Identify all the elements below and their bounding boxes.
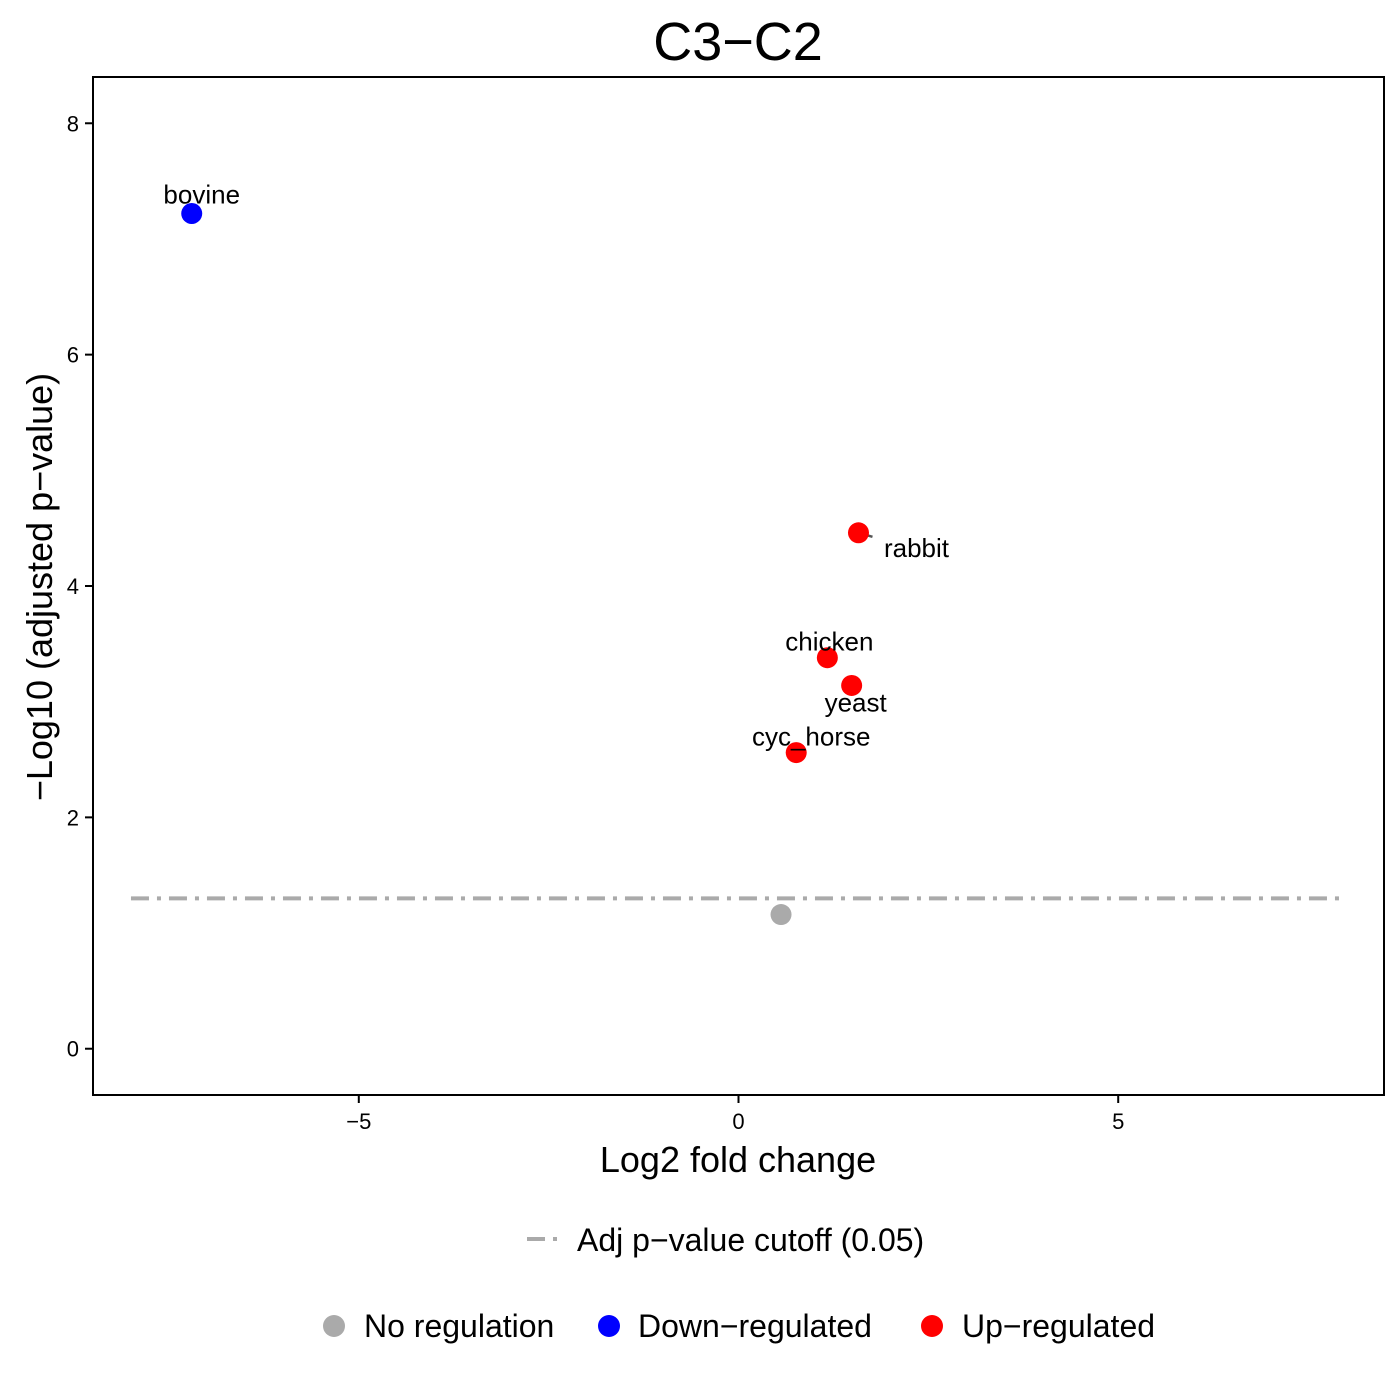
legend-dot-up-regulated [921, 1315, 943, 1337]
point-label-chicken: chicken [785, 627, 873, 657]
cutoff-legend: Adj p−value cutoff (0.05) [527, 1222, 924, 1258]
legend-dot-down-regulated [598, 1315, 620, 1337]
y-axis-title: −Log10 (adjusted p−value) [19, 373, 60, 801]
x-tick-label-0: −5 [346, 1109, 371, 1134]
legend-label-down-regulated: Down−regulated [638, 1308, 872, 1344]
point-yeast [841, 674, 863, 696]
legend-label-no-regulation: No regulation [364, 1308, 554, 1344]
x-tick-label-1: 0 [732, 1109, 744, 1134]
data-points [181, 203, 869, 926]
legend-label-up-regulated: Up−regulated [962, 1308, 1155, 1344]
x-axis-title: Log2 fold change [600, 1139, 876, 1180]
x-tick-label-2: 5 [1112, 1109, 1124, 1134]
y-tick-label-2: 4 [67, 574, 79, 599]
point-label-rabbit: rabbit [884, 533, 950, 563]
cutoff-legend-label: Adj p−value cutoff (0.05) [577, 1222, 924, 1258]
plot-panel [92, 76, 1385, 1096]
legend-dot-no-regulation [323, 1315, 345, 1337]
point-labels: bovine rabbit chicken yeast cyc_horse [163, 180, 949, 752]
y-tick-label-0: 0 [67, 1037, 79, 1062]
point-rabbit [847, 522, 869, 544]
y-axis: 0 2 4 6 8 [67, 111, 93, 1062]
x-axis: −5 0 5 [346, 1095, 1124, 1134]
point-bovine [181, 203, 203, 225]
point-label-yeast: yeast [825, 687, 888, 717]
point-chicken [816, 647, 838, 669]
point-label-bovine: bovine [163, 180, 240, 210]
category-legend: No regulation Down−regulated Up−regulate… [323, 1308, 1155, 1344]
chart-title: C3−C2 [653, 12, 823, 72]
point-cyc-horse [785, 742, 807, 764]
y-tick-label-4: 8 [67, 111, 79, 136]
point-label-cyc-horse: cyc_horse [752, 722, 871, 752]
y-tick-label-3: 6 [67, 343, 79, 368]
point-unlabeled [770, 904, 792, 926]
y-tick-label-1: 2 [67, 805, 79, 830]
